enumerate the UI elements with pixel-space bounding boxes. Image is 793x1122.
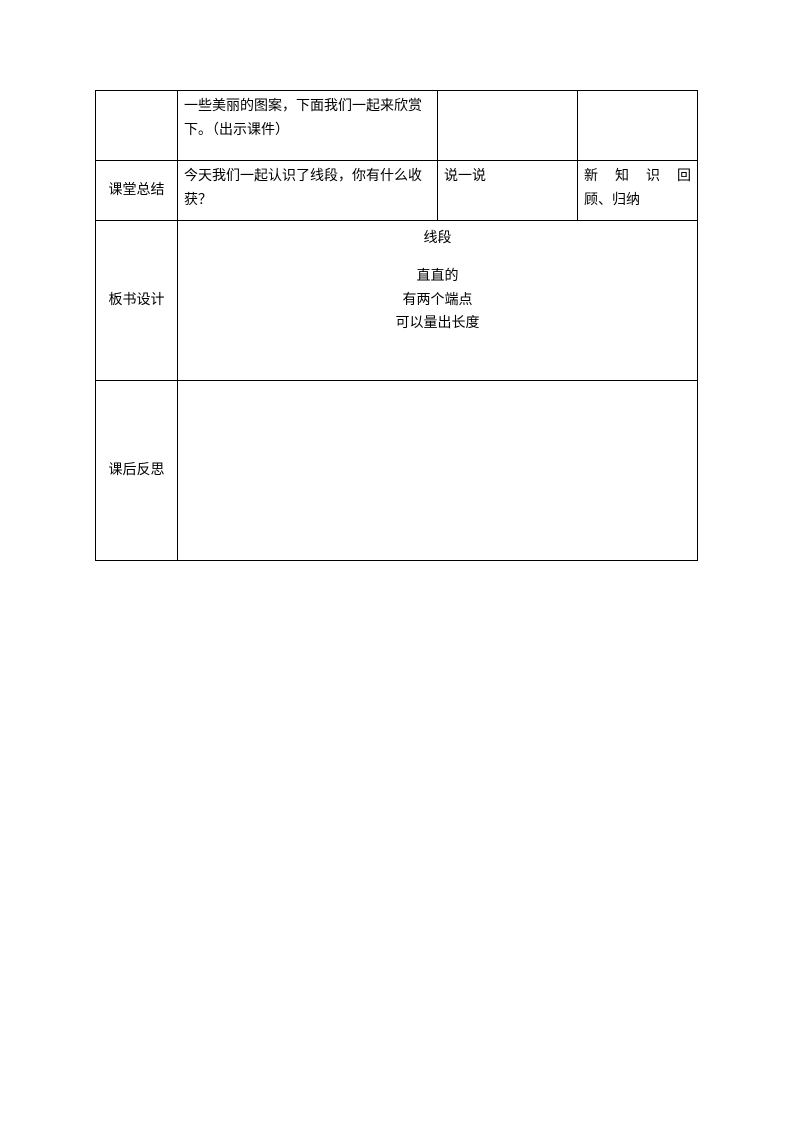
summary-label-cell: 课堂总结 xyxy=(96,161,178,221)
reflection-content-cell xyxy=(178,381,698,561)
summary-col3-text: 说一说 xyxy=(444,169,486,184)
reflection-label: 课后反思 xyxy=(109,463,165,478)
board-label-cell: 板书设计 xyxy=(96,221,178,381)
summary-text: 今天我们一起认识了线段，你有什么收获？ xyxy=(184,169,422,208)
summary-label: 课堂总结 xyxy=(109,183,165,198)
board-title: 线段 xyxy=(184,227,691,251)
reflection-label-cell: 课后反思 xyxy=(96,381,178,561)
intro-col3-cell xyxy=(438,91,578,161)
summary-col4-cell: 新知识回 顾、归纳 xyxy=(578,161,698,221)
table-row-reflection: 课后反思 xyxy=(96,381,698,561)
table-row-summary: 课堂总结 今天我们一起认识了线段，你有什么收获？ 说一说 新知识回 顾、归纳 xyxy=(96,161,698,221)
summary-col4-line1: 新知识回 xyxy=(584,165,691,189)
board-content-cell: 线段 直直的 有两个端点 可以量出长度 xyxy=(178,221,698,381)
board-line2: 有两个端点 xyxy=(184,289,691,313)
intro-col4-cell xyxy=(578,91,698,161)
table-row-board: 板书设计 线段 直直的 有两个端点 可以量出长度 xyxy=(96,221,698,381)
summary-col4-line2: 顾、归纳 xyxy=(584,189,691,213)
summary-col3-cell: 说一说 xyxy=(438,161,578,221)
summary-content-cell: 今天我们一起认识了线段，你有什么收获？ xyxy=(178,161,438,221)
board-label: 板书设计 xyxy=(109,293,165,308)
lesson-plan-table: 一些美丽的图案，下面我们一起来欣赏下。（出示课件） 课堂总结 今天我们一起认识了… xyxy=(95,90,698,561)
intro-content-cell: 一些美丽的图案，下面我们一起来欣赏下。（出示课件） xyxy=(178,91,438,161)
board-line1: 直直的 xyxy=(184,265,691,289)
intro-text: 一些美丽的图案，下面我们一起来欣赏下。（出示课件） xyxy=(184,99,422,138)
table-row-intro: 一些美丽的图案，下面我们一起来欣赏下。（出示课件） xyxy=(96,91,698,161)
board-spacer xyxy=(184,251,691,265)
intro-label-cell xyxy=(96,91,178,161)
board-line3: 可以量出长度 xyxy=(184,312,691,336)
